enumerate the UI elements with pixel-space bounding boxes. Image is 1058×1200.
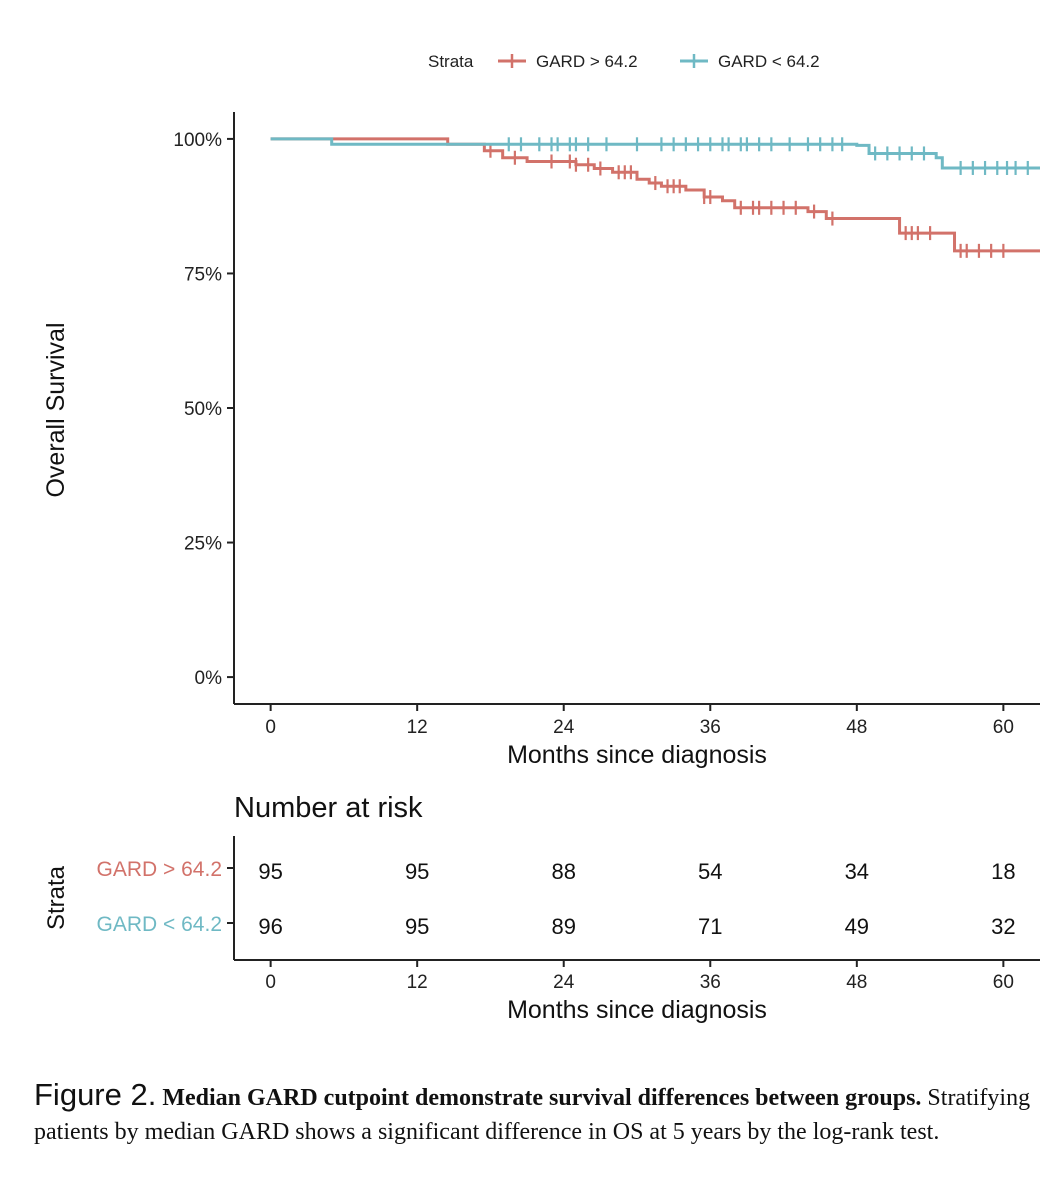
risk-count: 49 (845, 914, 869, 939)
survival-curve-low (270, 137, 1040, 170)
risk-x-tick-label: 48 (846, 972, 867, 993)
risk-x-tick-label: 0 (265, 972, 276, 993)
risk-count: 71 (698, 914, 722, 939)
legend-label-high: GARD > 64.2 (536, 52, 638, 71)
risk-table-x-ticks: 0 12 24 36 48 60 (265, 960, 1014, 993)
legend-key-low (680, 54, 708, 68)
risk-count: 95 (405, 914, 429, 939)
y-tick-label: 25% (184, 534, 222, 555)
x-tick-label: 0 (265, 717, 276, 738)
x-tick-label: 24 (553, 717, 575, 738)
risk-table-rows: GARD > 64.2 95 95 88 54 34 18 GARD < 64.2 96 95 89… (97, 858, 1016, 939)
risk-table-title: Number at risk (234, 792, 423, 824)
risk-count: 34 (845, 859, 869, 884)
x-axis-ticks: 0 12 24 36 48 60 (265, 704, 1014, 738)
y-tick-label: 100% (173, 130, 222, 151)
caption-figure-label: Figure 2. (34, 1077, 157, 1112)
y-tick-label: 0% (195, 668, 223, 689)
legend-label-low: GARD < 64.2 (718, 52, 820, 71)
risk-count: 89 (551, 914, 575, 939)
figure-caption: Figure 2. Median GARD cutpoint demonstra… (34, 1078, 1044, 1149)
x-tick-label: 12 (407, 717, 428, 738)
y-axis-label: Overall Survival (42, 322, 70, 497)
risk-count: 54 (698, 859, 722, 884)
legend-title: Strata (428, 52, 474, 71)
caption-body-text: Stratifying patients by median GARD show… (34, 1085, 1031, 1145)
legend: Strata GARD > 64.2 GARD < 64.2 (428, 52, 820, 71)
y-tick-label: 50% (184, 399, 222, 420)
risk-count: 32 (991, 914, 1015, 939)
risk-x-tick-label: 60 (993, 972, 1014, 993)
x-axis-label: Months since diagnosis (507, 741, 767, 769)
risk-x-tick-label: 24 (553, 972, 575, 993)
risk-row-label: GARD > 64.2 (97, 858, 222, 881)
x-tick-label: 60 (993, 717, 1014, 738)
risk-count: 18 (991, 859, 1015, 884)
risk-table-y-label: Strata (43, 865, 70, 930)
risk-x-tick-label: 12 (407, 972, 428, 993)
risk-table-x-label: Months since diagnosis (507, 996, 767, 1024)
x-tick-label: 36 (700, 717, 721, 738)
risk-count: 95 (258, 859, 282, 884)
risk-count: 88 (551, 859, 575, 884)
risk-count: 96 (258, 914, 282, 939)
risk-count: 95 (405, 859, 429, 884)
risk-x-tick-label: 36 (700, 972, 721, 993)
legend-key-high (498, 54, 526, 68)
caption-bold-text: Median GARD cutpoint demonstrate surviva… (162, 1085, 922, 1111)
y-axis-ticks: 0% 25% 50% 75% 100% (173, 130, 234, 689)
survival-curves (270, 137, 1040, 258)
y-tick-label: 75% (184, 264, 222, 285)
km-figure: Strata GARD > 64.2 GARD < 64.2 0% 25% 50% 7… (42, 52, 1040, 1024)
risk-row-label: GARD < 64.2 (97, 913, 222, 936)
x-tick-label: 48 (846, 717, 867, 738)
